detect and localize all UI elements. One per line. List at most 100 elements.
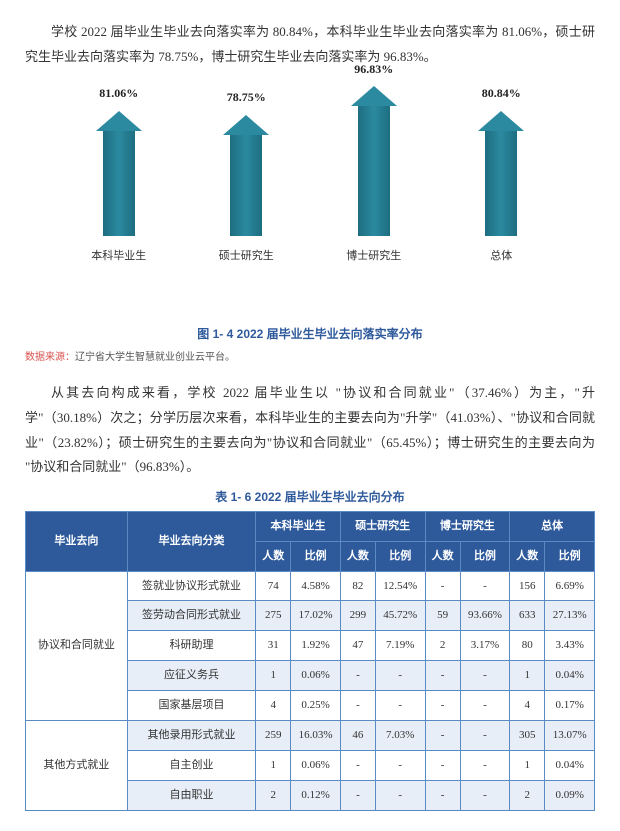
data-cell: - xyxy=(340,750,375,780)
col-destination: 毕业去向 xyxy=(26,511,128,571)
data-cell: - xyxy=(425,661,460,691)
col-group: 硕士研究生 xyxy=(340,511,425,541)
arrow-icon xyxy=(485,111,517,236)
data-cell: - xyxy=(425,750,460,780)
data-cell: 46 xyxy=(340,720,375,750)
chart-caption: 图 1- 4 2022 届毕业生毕业去向落实率分布 xyxy=(25,323,595,346)
destination-table: 毕业去向毕业去向分类本科毕业生硕士研究生博士研究生总体人数比例人数比例人数比例人… xyxy=(25,511,595,811)
col-sub: 人数 xyxy=(425,541,460,571)
chart-bar: 78.75%硕士研究生 xyxy=(206,86,286,268)
chart-bar: 96.83% 博士研究生 xyxy=(334,58,414,268)
data-cell: 80 xyxy=(510,631,545,661)
data-cell: 6.69% xyxy=(545,571,595,601)
data-cell: - xyxy=(460,691,510,721)
col-sub: 人数 xyxy=(340,541,375,571)
arrow-icon xyxy=(103,111,135,237)
data-cell: 7.19% xyxy=(375,631,425,661)
col-group: 总体 xyxy=(510,511,595,541)
category-cell: 国家基层项目 xyxy=(127,691,255,721)
category-cell: 其他录用形式就业 xyxy=(127,720,255,750)
data-cell: 2 xyxy=(256,780,291,810)
bar-category-label: 总体 xyxy=(490,246,512,267)
category-cell: 自由职业 xyxy=(127,780,255,810)
bar-value-label: 81.06% xyxy=(99,82,138,105)
bar-value-label: 78.75% xyxy=(227,86,266,109)
data-cell: 1 xyxy=(256,661,291,691)
intro-paragraph: 学校 2022 届毕业生毕业去向落实率为 80.84%，本科毕业生毕业去向落实率… xyxy=(25,20,595,69)
bar-value-label: 96.83% xyxy=(354,58,393,81)
bar-category-label: 博士研究生 xyxy=(346,246,401,267)
data-cell: 0.06% xyxy=(291,750,341,780)
data-cell: - xyxy=(460,661,510,691)
data-cell: 1.92% xyxy=(291,631,341,661)
data-cell: 299 xyxy=(340,601,375,631)
data-cell: - xyxy=(340,661,375,691)
data-cell: 12.54% xyxy=(375,571,425,601)
data-cell: - xyxy=(375,750,425,780)
data-cell: - xyxy=(425,691,460,721)
col-sub: 人数 xyxy=(510,541,545,571)
data-cell: 275 xyxy=(256,601,291,631)
data-cell: 259 xyxy=(256,720,291,750)
category-cell: 自主创业 xyxy=(127,750,255,780)
data-cell: 156 xyxy=(510,571,545,601)
data-cell: 4 xyxy=(256,691,291,721)
data-cell: 13.07% xyxy=(545,720,595,750)
data-cell: - xyxy=(340,691,375,721)
data-cell: 0.12% xyxy=(291,780,341,810)
data-cell: 0.25% xyxy=(291,691,341,721)
data-cell: 17.02% xyxy=(291,601,341,631)
data-cell: 4 xyxy=(510,691,545,721)
category-cell: 签劳动合同形式就业 xyxy=(127,601,255,631)
data-cell: 45.72% xyxy=(375,601,425,631)
col-group: 本科毕业生 xyxy=(256,511,341,541)
data-cell: 7.03% xyxy=(375,720,425,750)
table-row: 其他方式就业其他录用形式就业25916.03%467.03%--30513.07… xyxy=(26,720,595,750)
data-cell: - xyxy=(375,780,425,810)
data-cell: 2 xyxy=(510,780,545,810)
chart-source: 数据来源：辽宁省大学生智慧就业创业云平台。 xyxy=(25,348,595,367)
data-cell: - xyxy=(460,780,510,810)
data-cell: 27.13% xyxy=(545,601,595,631)
composition-paragraph: 从其去向构成来看，学校 2022 届毕业生以 "协议和合同就业"（37.46%）… xyxy=(25,381,595,480)
col-sub: 比例 xyxy=(291,541,341,571)
category-cell: 签就业协议形式就业 xyxy=(127,571,255,601)
data-cell: 47 xyxy=(340,631,375,661)
data-cell: 2 xyxy=(425,631,460,661)
col-category: 毕业去向分类 xyxy=(127,511,255,571)
source-label: 数据来源： xyxy=(25,352,75,363)
col-group: 博士研究生 xyxy=(425,511,510,541)
arrow-icon xyxy=(358,86,390,236)
table-caption: 表 1- 6 2022 届毕业生毕业去向分布 xyxy=(25,486,595,509)
data-cell: 1 xyxy=(256,750,291,780)
placement-rate-chart: 81.06%本科毕业生78.75%硕士研究生96.83%博士研究生80.84%总… xyxy=(25,87,595,317)
source-value: 辽宁省大学生智慧就业创业云平台。 xyxy=(75,352,235,363)
col-sub: 人数 xyxy=(256,541,291,571)
data-cell: 74 xyxy=(256,571,291,601)
category-cell: 应征义务兵 xyxy=(127,661,255,691)
data-cell: 3.17% xyxy=(460,631,510,661)
data-cell: 0.09% xyxy=(545,780,595,810)
data-cell: 93.66% xyxy=(460,601,510,631)
category-cell: 科研助理 xyxy=(127,631,255,661)
data-cell: - xyxy=(460,750,510,780)
section-head: 协议和合同就业 xyxy=(26,571,128,720)
data-cell: 3.43% xyxy=(545,631,595,661)
data-cell: 0.06% xyxy=(291,661,341,691)
data-cell: - xyxy=(375,661,425,691)
table-row: 协议和合同就业签就业协议形式就业744.58%8212.54%--1566.69… xyxy=(26,571,595,601)
data-cell: - xyxy=(425,571,460,601)
data-cell: 82 xyxy=(340,571,375,601)
chart-bar: 81.06% 本科毕业生 xyxy=(79,82,159,267)
col-sub: 比例 xyxy=(545,541,595,571)
data-cell: 4.58% xyxy=(291,571,341,601)
arrow-icon xyxy=(230,115,262,237)
data-cell: 31 xyxy=(256,631,291,661)
data-cell: 0.04% xyxy=(545,661,595,691)
data-cell: 633 xyxy=(510,601,545,631)
data-cell: - xyxy=(375,691,425,721)
data-cell: 1 xyxy=(510,750,545,780)
data-cell: - xyxy=(460,571,510,601)
data-cell: 0.04% xyxy=(545,750,595,780)
bar-category-label: 本科毕业生 xyxy=(91,246,146,267)
